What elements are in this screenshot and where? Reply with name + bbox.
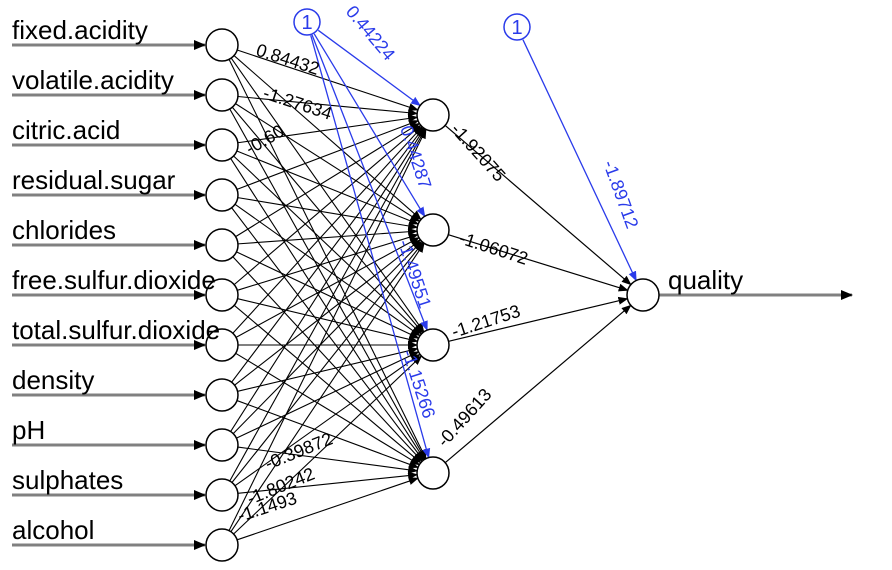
edge-input-10-hidden-1 xyxy=(230,242,425,533)
edge-input-3-hidden-3 xyxy=(231,207,424,462)
hidden-node-0 xyxy=(416,98,450,132)
input-label-3: residual.sugar xyxy=(12,165,176,195)
edge-input-9-hidden-0 xyxy=(229,128,426,482)
input-label-5: free.sulfur.dioxide xyxy=(12,265,216,295)
weight-bias-hidden-2: -1.49551 xyxy=(394,237,435,311)
edge-input-1-hidden-3 xyxy=(229,108,426,460)
input-label-4: chlorides xyxy=(12,215,116,245)
edge-input-3-hidden-0 xyxy=(236,120,419,190)
weight-bias-output: -1.89712 xyxy=(599,158,642,232)
input-label-10: alcohol xyxy=(12,515,94,545)
weight-bias-hidden-1: 0.44287 xyxy=(396,123,435,191)
edge-input-8-hidden-1 xyxy=(232,240,423,434)
edges-layer xyxy=(228,49,632,541)
input-node-2 xyxy=(205,128,239,162)
weight-hidden-output-3: -0.49613 xyxy=(433,384,495,450)
edge-input-4-hidden-2 xyxy=(236,251,420,339)
input-node-10 xyxy=(205,528,239,562)
weight-hidden-output-1: -1.06072 xyxy=(457,228,531,269)
weight-hidden-output-2: -1.21753 xyxy=(449,301,523,342)
weight-input-hidden-1: -1.27634 xyxy=(261,83,335,124)
edge-input-1-hidden-2 xyxy=(231,106,424,334)
edge-input-0-hidden-2 xyxy=(230,57,425,333)
edge-input-6-hidden-1 xyxy=(235,237,420,338)
edge-input-4-hidden-1 xyxy=(237,227,419,245)
weight-bias-hidden-0: 0.44224 xyxy=(342,2,399,65)
edge-input-0-hidden-3 xyxy=(228,59,427,460)
edge-hidden-1-output xyxy=(448,234,629,292)
bias-node-label-1: 1 xyxy=(511,17,522,39)
bias-edges-layer xyxy=(310,29,637,459)
edge-input-0-hidden-0 xyxy=(237,49,419,111)
edge-input-7-hidden-1 xyxy=(234,239,422,386)
input-node-4 xyxy=(205,228,239,262)
weight-hidden-output-0: -1.92075 xyxy=(447,119,509,185)
bias-edge-output xyxy=(522,39,637,282)
output-label: quality xyxy=(668,265,743,295)
edge-input-5-hidden-0 xyxy=(233,124,422,286)
bias-edge-hidden-0 xyxy=(317,29,421,107)
edge-input-2-hidden-0 xyxy=(237,114,419,144)
edge-input-10-hidden-3 xyxy=(236,477,419,541)
edge-input-4-hidden-3 xyxy=(232,256,423,462)
bias-edge-hidden-1 xyxy=(313,33,426,218)
nodes-layer xyxy=(205,8,660,562)
bias-edge-hidden-2 xyxy=(311,34,428,332)
input-node-5 xyxy=(205,278,239,312)
edge-input-7-hidden-3 xyxy=(236,400,419,469)
input-node-9 xyxy=(205,478,239,512)
input-node-7 xyxy=(205,378,239,412)
weight-input-hidden-0: 0.84432 xyxy=(254,40,322,79)
bias-node-label-0: 1 xyxy=(301,12,312,34)
edge-input-5-hidden-2 xyxy=(237,298,419,344)
edge-input-2-hidden-1 xyxy=(236,150,420,225)
edge-input-4-hidden-0 xyxy=(235,122,421,238)
edge-input-2-hidden-3 xyxy=(230,158,425,461)
edge-input-5-hidden-3 xyxy=(233,304,422,464)
edge-input-1-hidden-0 xyxy=(237,95,419,117)
edge-input-1-hidden-1 xyxy=(235,103,421,222)
input-label-6: total.sulfur.dioxide xyxy=(12,315,220,345)
edge-input-7-hidden-0 xyxy=(231,126,424,383)
input-node-1 xyxy=(205,78,239,112)
edge-hidden-2-output xyxy=(448,296,629,342)
input-label-7: density xyxy=(12,365,94,395)
edge-input-10-hidden-0 xyxy=(228,128,427,531)
hidden-node-1 xyxy=(416,213,450,247)
input-label-0: fixed.acidity xyxy=(12,15,148,45)
hidden-node-3 xyxy=(416,456,450,490)
edge-input-8-hidden-2 xyxy=(236,351,420,439)
input-label-9: sulphates xyxy=(12,465,123,495)
edge-input-9-hidden-2 xyxy=(234,353,421,487)
bias-node-1 xyxy=(503,13,531,41)
hidden-node-2 xyxy=(416,328,450,362)
edge-input-8-hidden-0 xyxy=(230,127,425,432)
input-node-0 xyxy=(205,28,239,62)
edge-hidden-3-output xyxy=(444,304,632,464)
input-label-8: pH xyxy=(12,415,45,445)
edge-input-6-hidden-0 xyxy=(232,126,423,334)
weight-input-hidden-3: -0.39872 xyxy=(262,429,335,474)
input-node-8 xyxy=(205,428,239,462)
input-label-2: citric.acid xyxy=(12,115,120,145)
input-node-6 xyxy=(205,328,239,362)
output-node xyxy=(626,278,660,312)
bias-node-0 xyxy=(293,8,321,36)
input-label-1: volatile.acidity xyxy=(12,65,174,95)
edge-input-2-hidden-2 xyxy=(233,155,423,335)
edge-hidden-0-output xyxy=(444,124,632,286)
edge-input-3-hidden-1 xyxy=(237,197,419,230)
edge-input-9-hidden-1 xyxy=(231,241,424,483)
bias-edge-hidden-3 xyxy=(310,35,431,459)
input-arrows-layer xyxy=(12,40,853,550)
edge-input-3-hidden-2 xyxy=(234,203,421,337)
edge-input-10-hidden-2 xyxy=(233,355,423,535)
edge-input-6-hidden-3 xyxy=(235,352,421,466)
edge-input-7-hidden-2 xyxy=(237,346,419,392)
input-node-3 xyxy=(205,178,239,212)
edge-input-9-hidden-3 xyxy=(237,471,419,494)
edge-input-5-hidden-1 xyxy=(237,233,419,291)
